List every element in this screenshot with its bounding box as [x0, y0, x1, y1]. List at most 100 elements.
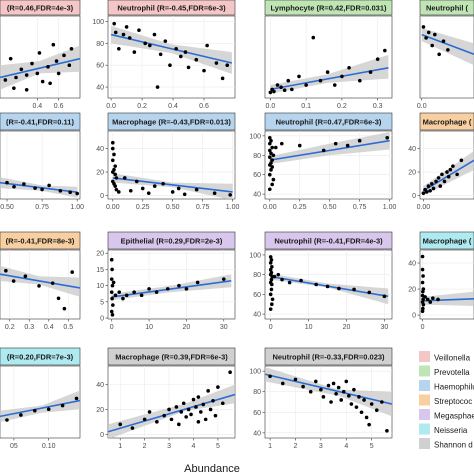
y-tick-label: 20 [96, 407, 104, 414]
data-point [46, 65, 50, 69]
data-point [206, 389, 210, 393]
data-point [142, 417, 147, 422]
data-point [182, 192, 187, 197]
x-tick-label: 0.75 [35, 204, 49, 211]
facet-strip-label: Neutrophil (R=-0.33,FDR=0.023) [272, 353, 385, 362]
data-point [271, 177, 276, 182]
x-tick-label: 5 [216, 443, 220, 450]
regression-line [110, 33, 233, 64]
data-point [270, 302, 274, 307]
data-point [349, 402, 354, 406]
legend-label: Streptococ [434, 397, 472, 406]
facet-strip [419, 112, 474, 131]
data-point [114, 187, 119, 192]
data-point [127, 36, 132, 40]
data-point [181, 401, 186, 406]
data-point [359, 410, 364, 415]
data-point [297, 74, 301, 79]
data-point [299, 278, 303, 283]
facet-panel: (R=0.46,FDR=4e-3) 0.4 0.6 [0, 0, 81, 110]
data-point [46, 407, 51, 412]
data-point [290, 87, 294, 92]
data-point [121, 32, 126, 37]
data-point [221, 277, 226, 281]
data-point [311, 35, 316, 40]
data-point [314, 282, 318, 287]
data-point [191, 397, 196, 402]
data-point [176, 186, 181, 191]
x-tick-label: 0.5 [63, 324, 73, 331]
data-point [163, 39, 168, 43]
data-point [168, 63, 172, 67]
regression-line [270, 67, 389, 91]
facet-strip [107, 0, 236, 16]
legend: Veillonella Prevotella Haemophilu Streptoco… [419, 351, 474, 450]
legend-item: Veillonella [419, 351, 471, 363]
data-point [448, 167, 453, 172]
y-tick-label: 40 [408, 146, 416, 153]
data-point [110, 170, 115, 174]
x-tick-label: 0.2 [337, 103, 347, 110]
data-point [109, 277, 114, 281]
data-point [155, 85, 160, 89]
data-point [270, 165, 274, 169]
facet-strip-label: (R=-0.41,FDR=8e-3) [6, 237, 75, 246]
data-point [434, 179, 438, 184]
data-point [267, 163, 272, 167]
data-point [272, 274, 277, 279]
data-point [177, 422, 181, 427]
facet-panel: Neutrophil (R=-0.33,FDR=0.023) 1 2 3 4 5 40 60 8… [249, 347, 393, 450]
confidence-band [111, 25, 232, 74]
data-point [270, 182, 274, 187]
data-point [321, 148, 326, 153]
data-point [352, 387, 356, 392]
data-point [357, 138, 362, 143]
y-tick-label: 20 [408, 287, 416, 294]
data-point [268, 90, 273, 95]
x-tick-label: 3 [319, 443, 323, 450]
data-point [270, 158, 274, 162]
data-point [114, 176, 119, 180]
data-point [269, 277, 274, 282]
data-point [208, 407, 213, 412]
data-point [174, 405, 179, 409]
data-point [162, 413, 166, 418]
data-point [225, 63, 230, 67]
data-point [54, 59, 59, 63]
data-point [367, 422, 371, 427]
facet-panel: Neutrophil (0.0 [417, 0, 474, 110]
data-point [280, 277, 284, 282]
data-point [178, 54, 183, 59]
facet-panel: Neutrophil (R=-0.41,FDR=4e-3) 0 10 20 30 40 60… [249, 231, 393, 331]
data-point [67, 63, 72, 67]
data-point [56, 71, 61, 76]
y-tick-label: 0 [100, 193, 104, 200]
data-point [122, 176, 127, 180]
y-tick-label: 60 [96, 63, 104, 70]
data-point [117, 47, 121, 51]
x-tick-label: 30 [220, 324, 228, 331]
data-point [375, 57, 380, 61]
facet-strip [107, 347, 236, 366]
data-point [347, 65, 351, 70]
x-tick-label: 20 [183, 324, 191, 331]
data-point [214, 61, 219, 65]
data-point [287, 280, 292, 285]
data-point [112, 21, 116, 26]
facet-strip-label: Macrophage ( [423, 237, 472, 246]
facet-strip-label: Macrophage (R=-0.43,FDR=0.013) [112, 118, 231, 127]
data-point [155, 420, 159, 424]
facet-strip [0, 347, 81, 366]
data-point [420, 280, 425, 285]
data-point [445, 170, 449, 174]
data-point [269, 168, 273, 172]
y-tick-label: 60 [253, 172, 261, 179]
data-point [37, 51, 42, 55]
x-tick-label: 0.00 [263, 204, 277, 211]
data-point [276, 272, 281, 277]
data-point [344, 379, 349, 384]
panel-border [419, 249, 474, 320]
facet-panel: Macrophage (00 20 40 [408, 231, 474, 331]
data-point [165, 287, 170, 291]
data-point [268, 261, 273, 265]
